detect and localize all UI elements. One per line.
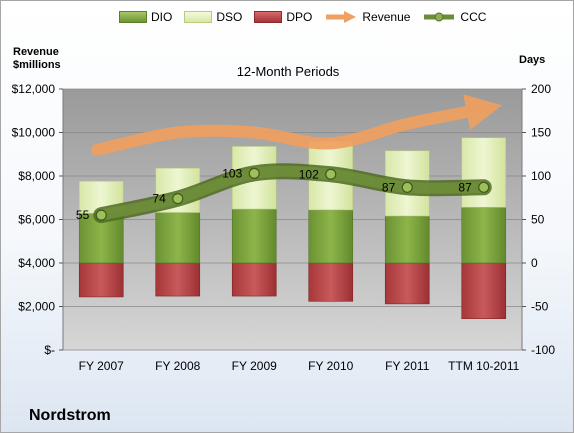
company-name: Nordstrom — [29, 407, 111, 424]
right-tick-label: 200 — [531, 82, 551, 96]
ccc-point — [401, 181, 413, 193]
left-axis-label: Revenue $millions — [13, 46, 61, 71]
bar-dio — [231, 208, 277, 264]
legend-label-dio: DIO — [151, 10, 173, 24]
series-line-revenue — [91, 94, 503, 156]
ccc-data-label: 87 — [458, 180, 472, 194]
left-tick-label: $4,000 — [18, 256, 55, 270]
left-tick-label: $6,000 — [18, 213, 55, 227]
ccc-point — [248, 167, 260, 179]
right-tick-label: 100 — [531, 169, 551, 183]
chart-title: 12-Month Periods — [236, 64, 340, 79]
legend-swatch-dso — [184, 11, 213, 23]
x-tick-label: FY 2011 — [385, 359, 430, 373]
bar-dpo — [78, 262, 124, 298]
left-tick-label: $10,000 — [12, 126, 56, 140]
bar-dio — [461, 207, 507, 264]
legend-label-ccc: CCC — [460, 10, 487, 24]
ccc-point — [172, 193, 184, 205]
right-tick-label: 50 — [531, 213, 545, 227]
legend-label-dpo: DPO — [286, 10, 313, 24]
x-tick-label: FY 2009 — [232, 359, 277, 373]
left-tick-label: $12,000 — [12, 82, 56, 96]
legend-item-dio: DIO — [119, 10, 172, 24]
ccc-point — [325, 168, 337, 180]
legend-item-revenue: Revenue — [324, 10, 410, 24]
legend-label-dso: DSO — [216, 10, 243, 24]
ccc-data-label: 102 — [299, 167, 319, 181]
legend-label-revenue: Revenue — [362, 10, 411, 24]
left-tick-label: $8,000 — [18, 169, 55, 183]
ccc-data-label: 87 — [382, 180, 396, 194]
bar-dio — [155, 212, 201, 264]
legend-swatch-ccc — [424, 12, 455, 22]
bar-dpo — [461, 262, 507, 319]
bar-dpo — [155, 262, 201, 297]
right-tick-label: 150 — [531, 126, 551, 140]
right-axis-label: Days — [519, 54, 546, 66]
bar-dpo — [308, 262, 354, 302]
legend-swatch-dpo — [254, 11, 283, 23]
legend: DIO DSO DPO Revenue CCC — [119, 10, 498, 24]
legend-swatch-dio — [119, 11, 147, 23]
x-tick-label: TTM 10-2011 — [448, 359, 519, 373]
legend-swatch-revenue — [326, 11, 357, 23]
x-tick-label: FY 2010 — [308, 359, 353, 373]
x-tick-label: FY 2008 — [155, 359, 200, 373]
right-tick-label: 0 — [531, 256, 538, 270]
ccc-data-label: 103 — [222, 166, 242, 180]
ccc-data-label: 74 — [152, 192, 166, 206]
ccc-point — [478, 181, 490, 193]
bar-dpo — [231, 262, 277, 297]
series-line-ccc-highlight — [95, 165, 490, 221]
bar-dio — [308, 209, 354, 264]
bar-dpo — [384, 262, 430, 305]
left-tick-label: $- — [44, 343, 55, 357]
bar-dso — [461, 137, 507, 208]
ccc-point — [95, 209, 107, 221]
right-tick-label: -100 — [531, 343, 555, 357]
bar-dio — [384, 215, 430, 264]
x-tick-label: FY 2007 — [79, 359, 124, 373]
legend-item-dpo: DPO — [254, 10, 312, 24]
legend-item-ccc: CCC — [422, 10, 486, 24]
left-tick-label: $2,000 — [18, 300, 55, 314]
right-tick-label: -50 — [531, 300, 549, 314]
legend-item-dso: DSO — [184, 10, 242, 24]
ccc-data-label: 55 — [76, 208, 90, 222]
